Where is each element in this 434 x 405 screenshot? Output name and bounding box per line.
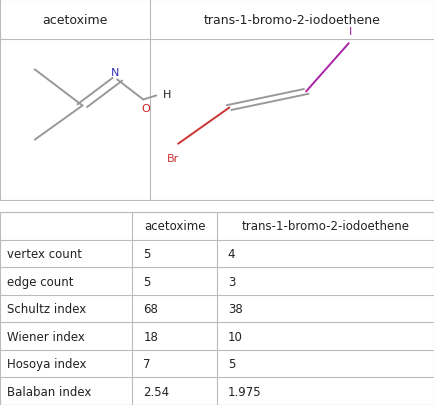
Text: H: H [163,90,171,100]
Text: 2.54: 2.54 [143,385,169,398]
Text: 7: 7 [143,357,151,370]
Text: Balaban index: Balaban index [7,385,91,398]
Text: acetoxime: acetoxime [144,220,205,233]
Text: N: N [111,68,119,78]
Text: vertex count: vertex count [7,247,82,260]
Text: Schultz index: Schultz index [7,302,86,315]
Text: trans-1-bromo-2-iodoethene: trans-1-bromo-2-iodoethene [241,220,410,233]
Text: 4: 4 [228,247,235,260]
Text: edge count: edge count [7,275,73,288]
Text: 18: 18 [143,330,158,343]
Text: 10: 10 [228,330,243,343]
Text: I: I [349,27,352,37]
Text: 5: 5 [228,357,235,370]
Text: 68: 68 [143,302,158,315]
Text: trans-1-bromo-2-iodoethene: trans-1-bromo-2-iodoethene [204,13,380,27]
Text: Hosoya index: Hosoya index [7,357,86,370]
Text: 5: 5 [143,275,151,288]
Text: 1.975: 1.975 [228,385,261,398]
Text: Wiener index: Wiener index [7,330,84,343]
Text: O: O [141,103,150,113]
Text: acetoxime: acetoxime [42,13,108,27]
Text: 3: 3 [228,275,235,288]
Text: 38: 38 [228,302,243,315]
Text: 5: 5 [143,247,151,260]
Text: Br: Br [167,153,179,163]
